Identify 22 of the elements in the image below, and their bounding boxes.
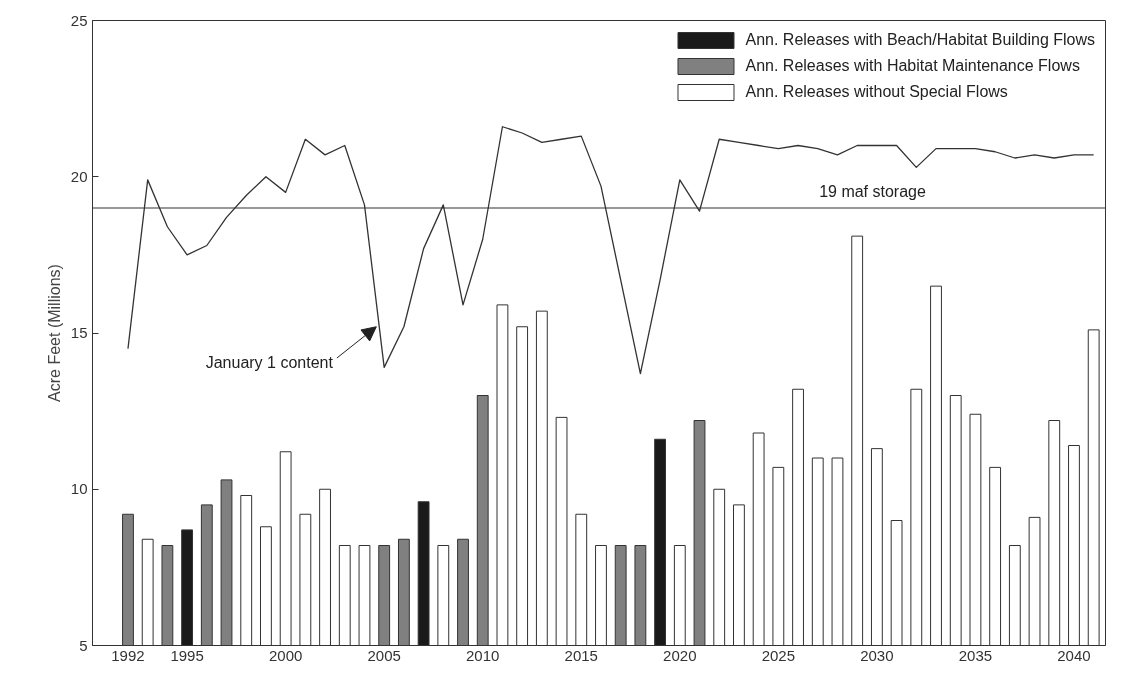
legend-label: Ann. Releases with Beach/Habitat Building Flows <box>745 31 1095 49</box>
x-tick-label: 2025 <box>761 646 796 664</box>
x-tick-label: 2035 <box>958 646 993 664</box>
x-tick-label: 2010 <box>466 646 500 664</box>
y-tick-label: 10 <box>70 480 88 498</box>
x-tick-label: 1992 <box>111 646 145 664</box>
x-tick-label: 2020 <box>663 646 697 664</box>
legend-label: Ann. Releases without Special Flows <box>745 83 1008 101</box>
y-axis-title: Acre Feet (Millions) <box>45 264 63 402</box>
x-tick-label: 1995 <box>170 646 204 664</box>
x-tick-label: 2040 <box>1057 646 1091 664</box>
annotation: January 1 content <box>205 353 334 371</box>
y-tick-label: 15 <box>70 324 88 341</box>
x-tick-label: 2000 <box>268 646 303 664</box>
x-tick-label: 2030 <box>860 646 894 664</box>
ref-line-label: 19 maf storage <box>819 183 926 200</box>
x-tick-label: 2015 <box>564 646 598 664</box>
y-tick-label: 5 <box>79 636 88 654</box>
y-tick-label: 25 <box>70 11 88 29</box>
legend-label: Ann. Releases with Habitat Maintenance Flows <box>745 57 1080 75</box>
x-tick-label: 2005 <box>367 646 401 664</box>
y-tick-label: 20 <box>70 167 88 185</box>
